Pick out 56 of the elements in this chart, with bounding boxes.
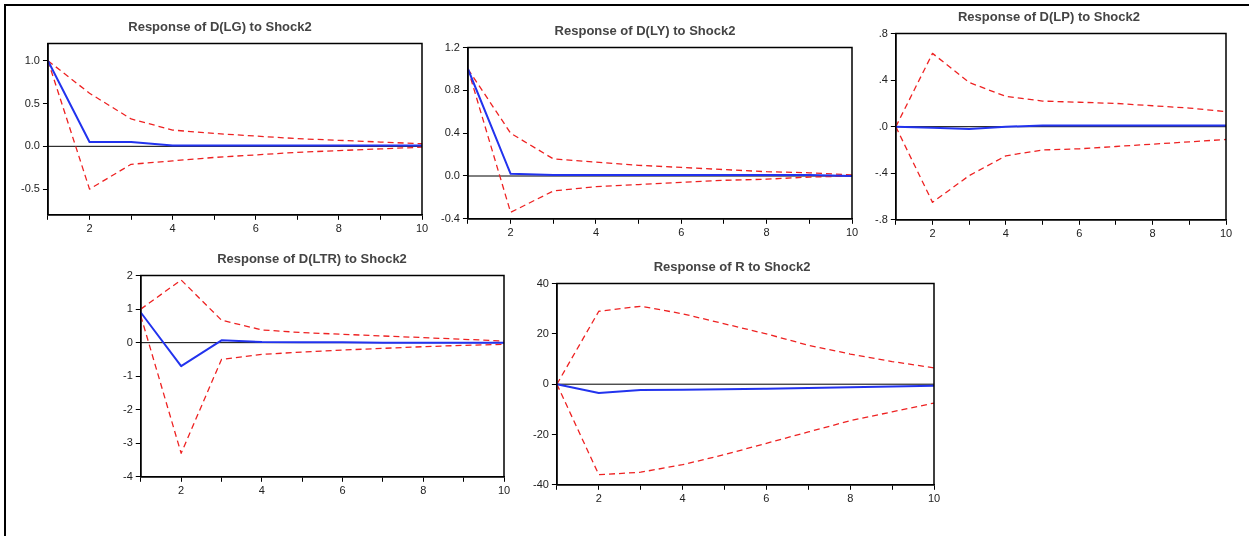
- x-tick-label: 10: [927, 492, 941, 505]
- y-tick-label: -4: [123, 469, 133, 482]
- x-tick-label: 6: [763, 492, 770, 505]
- x-tick-label: 6: [339, 484, 346, 497]
- x-tick-label: 4: [258, 484, 265, 497]
- y-tick-label: 0.0: [24, 139, 40, 152]
- y-tick-label: -0.5: [20, 182, 40, 195]
- y-tick-label: .8: [878, 26, 888, 39]
- y-tick-label: -1: [123, 369, 133, 382]
- y-tick-label: 2: [126, 268, 133, 281]
- y-tick-label: 1.0: [24, 53, 40, 66]
- y-tick-label: 0.8: [444, 83, 460, 96]
- x-tick-label: 8: [1149, 227, 1156, 240]
- y-tick-label: 1.2: [444, 40, 460, 53]
- x-tick-label: 2: [178, 484, 185, 497]
- y-tick-label: -40: [532, 477, 549, 490]
- y-tick-label: -0.4: [440, 211, 460, 224]
- x-tick-label: 2: [507, 226, 514, 239]
- y-tick-label: 0: [542, 377, 549, 390]
- x-tick-label: 8: [420, 484, 427, 497]
- y-tick-label: .4: [878, 73, 888, 86]
- chart-title: Response of D(LY) to Shock2: [554, 23, 736, 39]
- chart-title: Response of D(LG) to Shock2: [128, 19, 312, 35]
- x-tick-label: 4: [1002, 227, 1009, 240]
- y-tick-label: -.8: [874, 212, 888, 225]
- x-tick-label: 2: [595, 492, 602, 505]
- y-tick-label: 0: [126, 335, 133, 348]
- chart-title: Response of D(LP) to Shock2: [957, 9, 1141, 25]
- x-tick-label: 6: [1076, 227, 1083, 240]
- y-tick-label: 0.4: [444, 126, 460, 139]
- x-tick-label: 10: [1219, 227, 1233, 240]
- chart-title: Response of R to Shock2: [653, 259, 811, 275]
- y-tick-label: -.4: [874, 166, 888, 179]
- y-tick-label: .0: [878, 119, 888, 132]
- y-tick-label: -20: [532, 427, 549, 440]
- x-tick-label: 4: [679, 492, 686, 505]
- y-tick-label: 0.0: [444, 169, 460, 182]
- x-tick-label: 10: [845, 226, 859, 239]
- x-tick-label: 2: [929, 227, 936, 240]
- x-tick-label: 6: [252, 222, 259, 235]
- x-tick-label: 4: [169, 222, 176, 235]
- x-tick-label: 2: [86, 222, 93, 235]
- y-tick-label: -3: [123, 436, 133, 449]
- x-tick-label: 10: [415, 222, 429, 235]
- x-tick-label: 8: [847, 492, 854, 505]
- y-tick-label: 1: [126, 302, 133, 315]
- y-tick-label: -2: [123, 402, 133, 415]
- y-tick-label: 0.5: [24, 96, 40, 109]
- x-tick-label: 8: [763, 226, 770, 239]
- x-tick-label: 8: [335, 222, 342, 235]
- y-tick-label: 20: [536, 326, 549, 339]
- x-tick-label: 6: [678, 226, 685, 239]
- chart-title: Response of D(LTR) to Shock2: [217, 251, 407, 267]
- x-tick-label: 4: [592, 226, 600, 239]
- y-tick-label: 40: [536, 276, 549, 289]
- x-tick-label: 10: [497, 484, 511, 497]
